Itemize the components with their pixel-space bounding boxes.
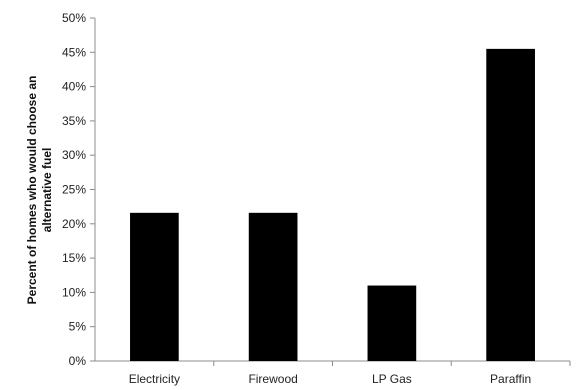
bar-electricity: [130, 212, 179, 361]
x-tick-labels: Electricity Firewood LP Gas Paraffin: [129, 372, 531, 386]
y-tick-label: 45%: [62, 45, 86, 59]
y-axis-label: Percent of homes who would choose an alt…: [25, 76, 54, 305]
bar-paraffin: [486, 48, 535, 362]
y-axis-label-line-1: Percent of homes who would choose an: [25, 76, 39, 305]
y-tick-label: 15%: [62, 251, 86, 265]
y-tick-label: 10%: [62, 285, 86, 299]
y-axis-label-line-2: alternative fuel: [40, 148, 54, 233]
x-tick-label: Electricity: [129, 372, 180, 386]
y-tick-label: 20%: [62, 217, 86, 231]
bar-firewood: [248, 212, 298, 361]
x-tick-label: Firewood: [248, 372, 297, 386]
y-tick-label: 30%: [62, 148, 86, 162]
x-tick-label: Paraffin: [490, 372, 531, 386]
y-tick-label: 35%: [62, 114, 86, 128]
x-tick-label: LP Gas: [372, 372, 412, 386]
y-tick-label: 5%: [69, 320, 87, 334]
y-ticks: 0% 5% 10% 15% 20% 25% 30% 35% 40% 45% 50%: [62, 11, 95, 368]
y-tick-label: 40%: [62, 80, 86, 94]
y-tick-label: 25%: [62, 183, 86, 197]
y-tick-label: 0%: [69, 354, 87, 368]
bars: [130, 48, 535, 362]
y-tick-label: 50%: [62, 11, 86, 25]
bar-lp-gas: [367, 285, 417, 361]
